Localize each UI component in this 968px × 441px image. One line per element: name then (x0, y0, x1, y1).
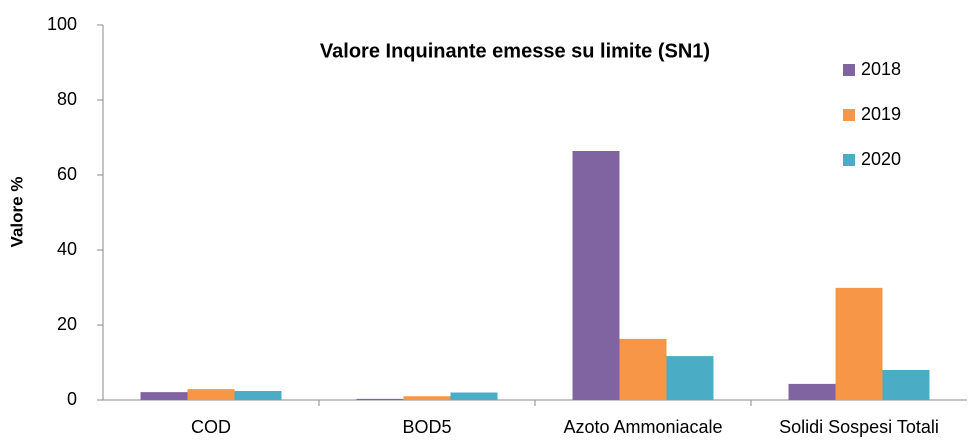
x-tick-label: COD (191, 417, 231, 437)
bar (572, 151, 620, 400)
chart-title: Valore Inquinante emesse su limite (SN1) (320, 40, 710, 62)
legend-label: 2019 (861, 104, 901, 124)
y-axis-title: Valore % (7, 177, 26, 248)
legend-label: 2018 (861, 59, 901, 79)
y-tick-label: 0 (67, 389, 77, 409)
bar (619, 338, 667, 400)
legend-label: 2020 (861, 149, 901, 169)
legend-swatch (843, 109, 855, 121)
bar (403, 396, 451, 400)
bar (356, 398, 404, 400)
y-tick-label: 40 (57, 239, 77, 259)
bar (788, 383, 836, 400)
y-tick-label: 80 (57, 89, 77, 109)
bar (234, 391, 282, 400)
x-tick-label: Azoto Ammoniacale (563, 417, 722, 437)
bar (450, 392, 498, 400)
bar (666, 356, 714, 400)
bar (835, 287, 883, 400)
bar (140, 392, 188, 400)
x-tick-label: BOD5 (402, 417, 451, 437)
y-tick-label: 60 (57, 164, 77, 184)
legend-swatch (843, 64, 855, 76)
bar (187, 389, 235, 400)
y-tick-label: 100 (47, 14, 77, 34)
bar (882, 370, 930, 400)
x-tick-label: Solidi Sospesi Totali (779, 417, 939, 437)
y-tick-label: 20 (57, 314, 77, 334)
legend-swatch (843, 154, 855, 166)
